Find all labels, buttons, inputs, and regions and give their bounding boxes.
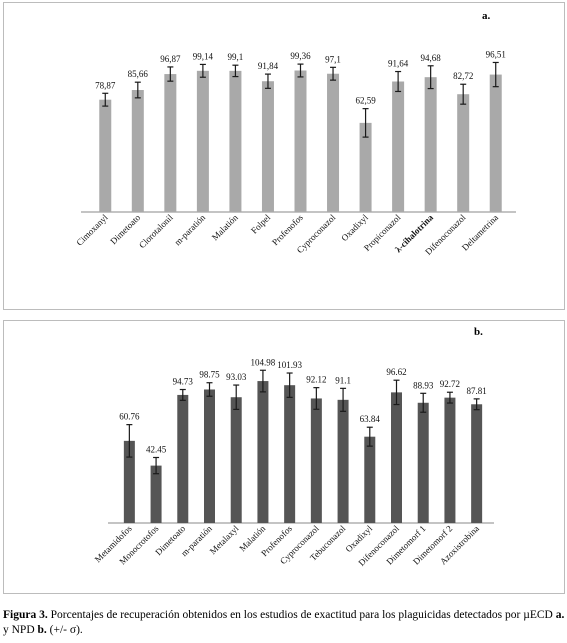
bar bbox=[150, 465, 162, 523]
bar bbox=[131, 90, 144, 212]
value-label: 94,68 bbox=[421, 53, 442, 63]
bar bbox=[164, 74, 177, 212]
value-label: 88.93 bbox=[413, 380, 434, 390]
bar bbox=[391, 392, 402, 523]
panel-a-label: a. bbox=[482, 10, 491, 22]
caption-text-1: Porcentajes de recuperación obtenidos en… bbox=[47, 609, 556, 621]
bar bbox=[99, 99, 112, 212]
value-label: 104.98 bbox=[251, 357, 276, 367]
category-label: Malatión bbox=[210, 212, 240, 242]
category-label: Metalaxyl bbox=[208, 523, 241, 556]
chart-b-svg: 60.76Metamidofos42.45Monocrotofos94.73Di… bbox=[93, 357, 494, 568]
category-label: Clorotalonil bbox=[137, 212, 175, 250]
bar bbox=[261, 81, 274, 212]
value-label: 98.75 bbox=[199, 370, 220, 380]
bar bbox=[392, 81, 405, 212]
bar bbox=[359, 122, 372, 212]
bar bbox=[364, 436, 376, 523]
value-label: 91,64 bbox=[388, 59, 409, 69]
value-label: 93.03 bbox=[226, 372, 247, 382]
bar bbox=[471, 404, 483, 523]
bar bbox=[294, 70, 307, 213]
bar bbox=[327, 73, 340, 212]
caption-b-label: b. bbox=[37, 624, 47, 636]
bar bbox=[230, 397, 242, 523]
chart-a-svg: 78,87 Cimoxanyl 85,66 Dimetoato 96,87 Clorota… bbox=[74, 49, 516, 257]
value-label: 91,84 bbox=[258, 61, 279, 71]
bar bbox=[417, 402, 429, 523]
category-label: Cimoxanyl bbox=[74, 212, 110, 248]
bar bbox=[123, 440, 135, 523]
bar bbox=[457, 94, 470, 212]
value-label: 101.93 bbox=[277, 360, 302, 370]
bar bbox=[257, 381, 269, 523]
caption-a-label: a. bbox=[555, 609, 565, 621]
bar bbox=[444, 397, 456, 523]
value-label: 85,66 bbox=[128, 69, 149, 79]
value-label: 96.62 bbox=[386, 367, 406, 377]
bar bbox=[424, 77, 437, 212]
value-label: 91.1 bbox=[335, 375, 351, 385]
value-label: 63.84 bbox=[360, 414, 381, 424]
value-label: 99,36 bbox=[290, 51, 311, 61]
figure-caption: Figura 3. Porcentajes de recuperación ob… bbox=[3, 608, 565, 638]
value-label: 94.73 bbox=[173, 377, 194, 387]
value-label: 62,59 bbox=[355, 96, 376, 106]
bar bbox=[204, 389, 215, 523]
value-label: 42.45 bbox=[146, 444, 167, 454]
caption-figure-label: Figura 3. bbox=[3, 609, 48, 621]
bar bbox=[337, 399, 349, 523]
value-label: 87.81 bbox=[467, 386, 487, 396]
value-label: 92.12 bbox=[306, 375, 326, 385]
bar bbox=[489, 74, 502, 212]
value-label: 96,51 bbox=[486, 49, 506, 59]
category-label: Oxadixyl bbox=[339, 212, 370, 243]
value-label: 99,1 bbox=[228, 52, 244, 62]
bar bbox=[229, 70, 242, 213]
value-label: 99,14 bbox=[193, 51, 214, 61]
category-label: m-paratión bbox=[172, 212, 207, 247]
category-label: Folpel bbox=[249, 212, 273, 236]
panel-b-label: b. bbox=[474, 326, 483, 338]
value-label: 92.72 bbox=[440, 379, 460, 389]
value-label: 78,87 bbox=[95, 80, 116, 90]
bar bbox=[284, 385, 296, 523]
bar bbox=[177, 394, 189, 523]
value-label: 97,1 bbox=[325, 54, 341, 64]
category-label: Dimetoato bbox=[108, 212, 142, 246]
caption-text-3: (+/- σ). bbox=[46, 624, 83, 636]
bar bbox=[196, 70, 209, 212]
chart-panel-a: a. 78,87 Cimoxanyl 85,66 Dimetoato 96,87 Clor… bbox=[3, 2, 565, 310]
value-label: 82,72 bbox=[453, 71, 473, 81]
bar bbox=[310, 398, 322, 523]
value-label: 60.76 bbox=[119, 412, 140, 422]
chart-panel-b: b. 60.76 Metamidofos 42.45 Monocrotofos 94.7… bbox=[3, 320, 565, 594]
value-label: 96,87 bbox=[160, 54, 181, 64]
caption-text-2: y NPD bbox=[3, 624, 38, 636]
